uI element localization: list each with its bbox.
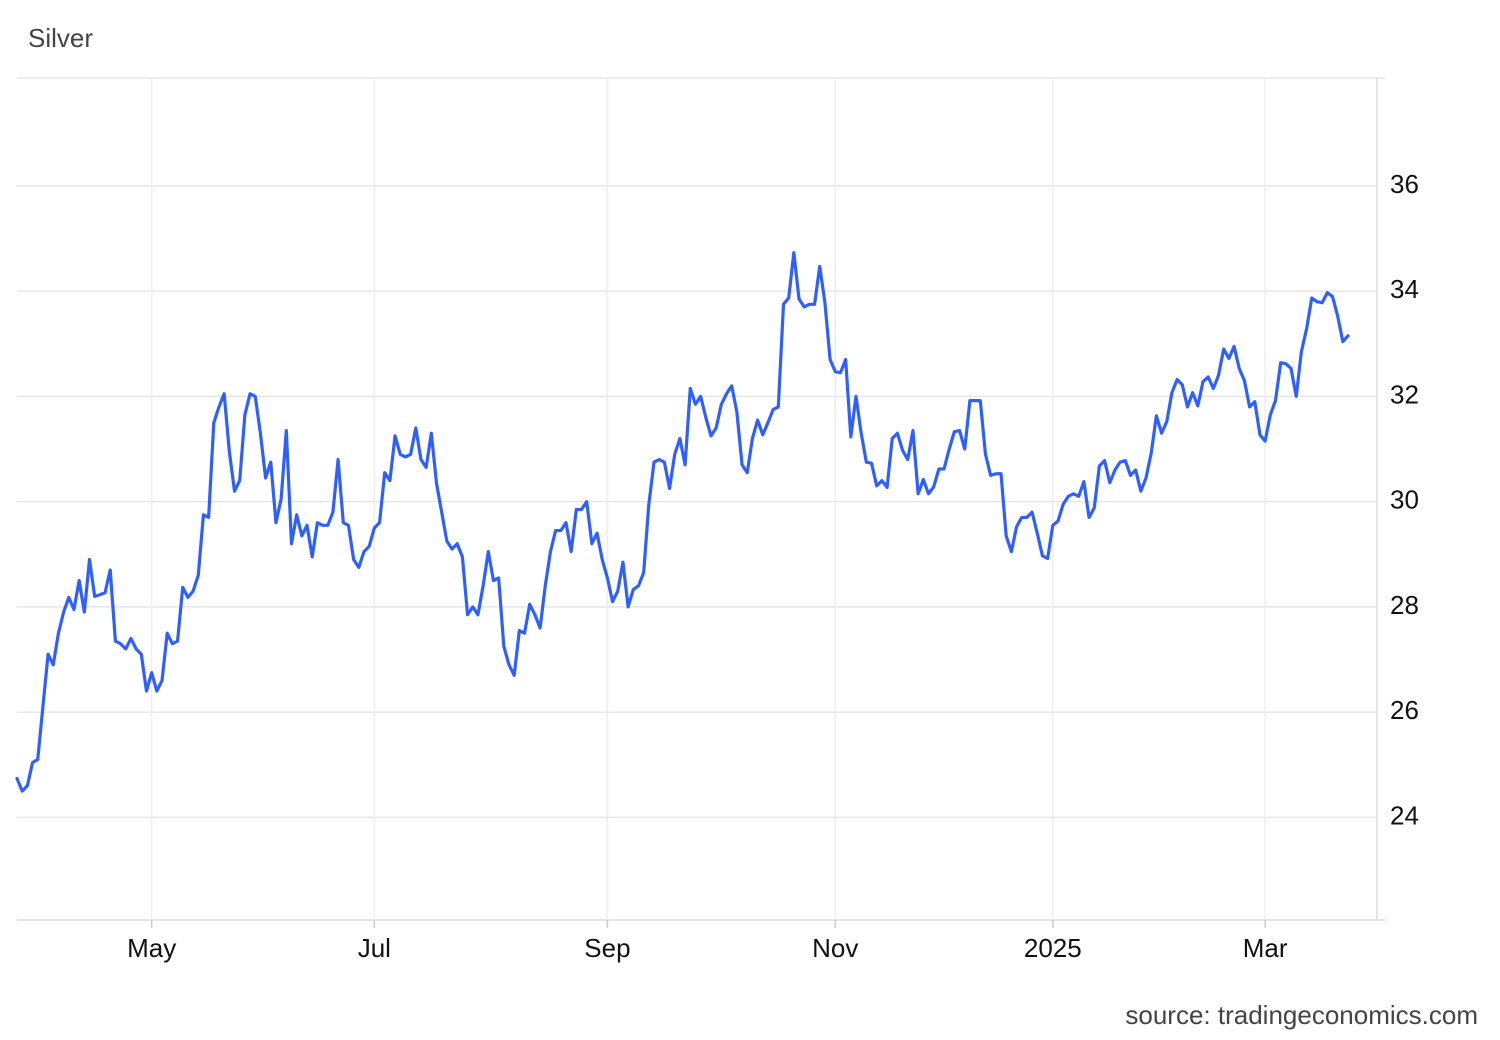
x-tick-label: Jul bbox=[358, 933, 391, 963]
y-tick-label: 24 bbox=[1390, 800, 1419, 830]
y-tick-label: 26 bbox=[1390, 695, 1419, 725]
y-tick-label: 36 bbox=[1390, 169, 1419, 199]
price-line bbox=[15, 251, 1350, 793]
source-note: source: tradingeconomics.com bbox=[1125, 1000, 1478, 1030]
y-tick-label: 28 bbox=[1390, 590, 1419, 620]
y-tick-label: 34 bbox=[1390, 274, 1419, 304]
x-tick-label: May bbox=[127, 933, 176, 963]
x-tick-label: Sep bbox=[584, 933, 630, 963]
x-tick-label: Nov bbox=[812, 933, 858, 963]
x-tick-label: Mar bbox=[1243, 933, 1288, 963]
x-tick-label: 2025 bbox=[1024, 933, 1082, 963]
chart-title: Silver bbox=[28, 23, 93, 53]
y-tick-label: 32 bbox=[1390, 379, 1419, 409]
y-tick-label: 30 bbox=[1390, 485, 1419, 515]
